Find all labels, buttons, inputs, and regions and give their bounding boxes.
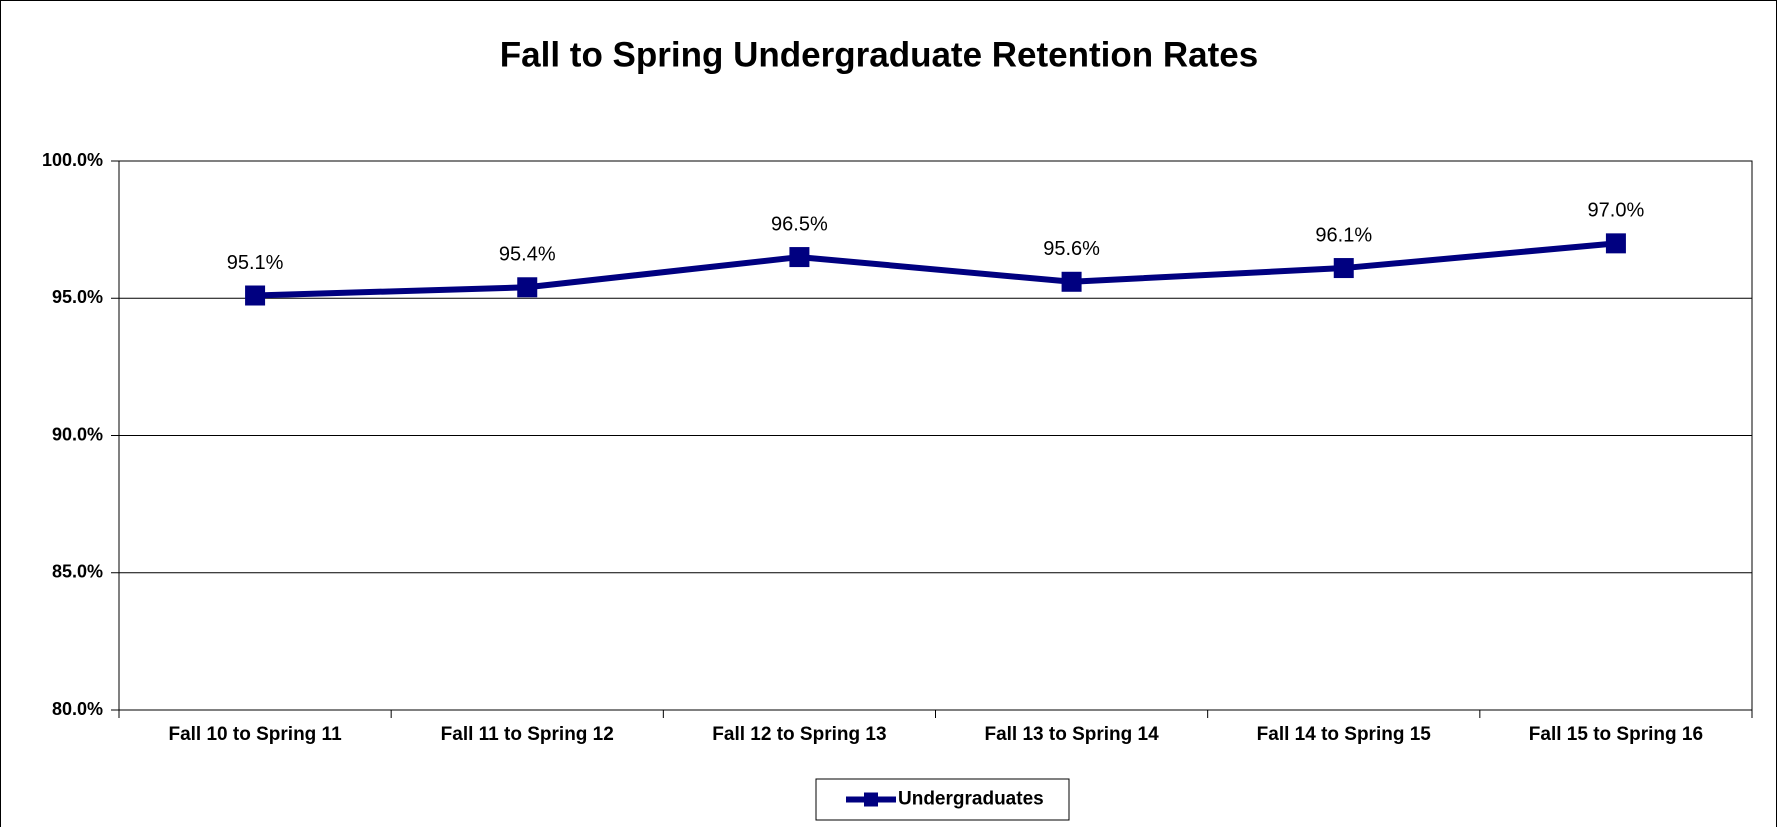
- legend-marker: [864, 792, 878, 807]
- y-tick-label: 80.0%: [52, 699, 103, 719]
- x-tick-label: Fall 11 to Spring 12: [441, 724, 614, 745]
- x-tick-label: Fall 10 to Spring 11: [168, 724, 342, 745]
- y-tick-label: 85.0%: [52, 562, 103, 582]
- x-tick-label: Fall 14 to Spring 15: [1257, 724, 1432, 745]
- marker: [245, 285, 266, 306]
- marker: [789, 247, 810, 268]
- marker: [1333, 258, 1354, 279]
- legend-label: Undergraduates: [898, 789, 1044, 810]
- y-tick-label: 90.0%: [52, 424, 103, 444]
- data-label: 96.1%: [1315, 224, 1372, 246]
- chart-title: Fall to Spring Undergraduate Retention R…: [500, 35, 1258, 74]
- data-label: 97.0%: [1588, 200, 1645, 222]
- marker: [1061, 271, 1082, 292]
- data-label: 95.6%: [1043, 238, 1100, 260]
- x-tick-label: Fall 13 to Spring 14: [984, 724, 1159, 745]
- y-tick-label: 95.0%: [52, 287, 103, 307]
- series-line: [254, 240, 1617, 299]
- marker: [1605, 233, 1626, 254]
- data-label: 95.1%: [227, 252, 284, 274]
- data-label: 95.4%: [499, 244, 556, 266]
- x-tick-label: Fall 12 to Spring 13: [712, 724, 886, 745]
- marker: [517, 277, 538, 298]
- x-tick-label: Fall 15 to Spring 16: [1529, 724, 1703, 745]
- data-label: 96.5%: [771, 213, 828, 235]
- y-tick-label: 100.0%: [42, 150, 103, 170]
